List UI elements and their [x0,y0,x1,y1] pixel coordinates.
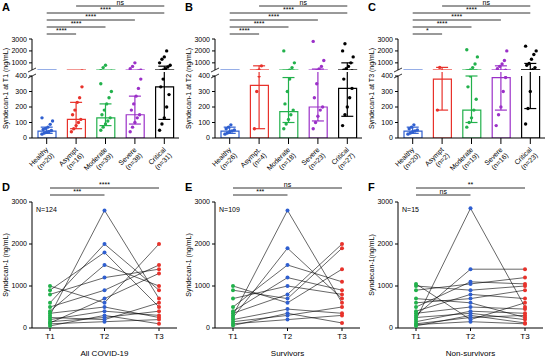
svg-text:100: 100 [381,119,393,126]
svg-text:***: *** [73,188,81,195]
svg-text:***: *** [256,188,264,195]
svg-text:C: C [368,1,376,13]
svg-text:T3: T3 [520,332,530,341]
svg-text:****: **** [85,13,96,20]
svg-text:B: B [185,1,193,13]
svg-text:3000: 3000 [377,198,393,205]
svg-text:Syndecan-1 (ng/mL): Syndecan-1 (ng/mL) [185,233,193,296]
svg-text:1000: 1000 [377,59,393,66]
svg-text:1000: 1000 [194,59,210,66]
svg-text:ns: ns [116,0,124,6]
svg-text:N=15: N=15 [402,206,419,213]
svg-text:0: 0 [206,324,210,331]
svg-text:2000: 2000 [194,47,210,54]
svg-text:****: **** [99,181,110,188]
svg-text:****: **** [466,6,477,13]
svg-text:Moderate(n=18): Moderate(n=18) [265,146,297,178]
svg-text:2000: 2000 [377,240,393,247]
svg-text:2000: 2000 [377,47,393,54]
svg-text:Asympt.(n=4): Asympt.(n=4) [239,146,268,175]
svg-text:T2: T2 [466,332,476,341]
svg-text:400: 400 [381,72,393,79]
svg-text:300: 300 [198,88,210,95]
svg-text:T1: T1 [411,332,421,341]
svg-text:1000: 1000 [194,282,210,289]
svg-text:Healthy(n=26): Healthy(n=26) [211,146,239,174]
svg-text:Syndecan-1(ng/mL): Syndecan-1(ng/mL) [368,234,376,295]
svg-text:****: **** [283,6,294,13]
svg-text:1000: 1000 [377,282,393,289]
svg-text:Asympt(n=2): Asympt(n=2) [423,146,451,174]
svg-text:1000: 1000 [11,59,27,66]
svg-text:****: **** [71,20,82,27]
svg-text:1000: 1000 [11,282,27,289]
svg-text:****: **** [268,13,279,20]
svg-text:Healthy(n=20): Healthy(n=20) [394,146,422,174]
svg-text:Syndecan-1 at T2 (ng/mL): Syndecan-1 at T2 (ng/mL) [185,48,193,129]
svg-text:T3: T3 [337,332,347,341]
svg-text:0: 0 [389,324,393,331]
svg-text:3000: 3000 [11,36,27,42]
svg-text:ns: ns [482,0,490,6]
svg-text:****: **** [100,6,111,13]
svg-text:Moderate(n=19): Moderate(n=19) [448,146,480,178]
svg-text:F: F [368,181,375,193]
svg-text:0: 0 [23,324,27,331]
svg-text:T2: T2 [283,332,293,341]
svg-text:100: 100 [198,119,210,126]
svg-text:2000: 2000 [11,240,27,247]
svg-text:**: ** [468,181,474,188]
svg-text:****: **** [239,27,250,34]
svg-text:0: 0 [389,134,393,141]
svg-text:****: **** [451,13,462,20]
svg-text:D: D [8,181,10,193]
svg-text:2000: 2000 [194,240,210,247]
svg-text:Critical(n=23): Critical(n=23) [513,146,540,173]
svg-text:3000: 3000 [11,198,27,205]
svg-text:All COVID-19: All COVID-19 [80,349,129,358]
svg-text:3000: 3000 [194,36,210,42]
svg-text:Severe(n=38): Severe(n=38) [117,146,144,173]
svg-text:Syndecan-1 (ng/mL): Syndecan-1 (ng/mL) [8,233,10,296]
svg-text:Severe(n=16): Severe(n=16) [483,146,510,173]
svg-text:ns: ns [299,0,307,6]
svg-text:Critical(n=31): Critical(n=31) [147,146,174,173]
svg-text:Syndecan-1 at T1 (ng/mL): Syndecan-1 at T1 (ng/mL) [8,48,10,129]
svg-text:300: 300 [15,88,27,95]
svg-text:****: **** [56,27,67,34]
svg-text:Survivors: Survivors [271,349,304,358]
svg-text:T1: T1 [45,332,55,341]
svg-text:Healthy(n=20): Healthy(n=20) [28,146,56,174]
svg-text:0: 0 [23,134,27,141]
svg-text:A: A [8,1,10,13]
svg-text:400: 400 [15,72,27,79]
svg-text:400: 400 [198,72,210,79]
svg-text:T2: T2 [100,332,110,341]
svg-text:Syndecan-1 at T3 (ng/mL): Syndecan-1 at T3 (ng/mL) [368,48,376,129]
svg-text:0: 0 [206,134,210,141]
svg-text:T1: T1 [228,332,238,341]
svg-text:100: 100 [15,119,27,126]
svg-text:Severe(n=23): Severe(n=23) [300,146,327,173]
svg-text:ns: ns [284,181,292,188]
svg-text:Asympt(n=16): Asympt(n=16) [57,146,85,174]
svg-text:2000: 2000 [11,47,27,54]
svg-text:****: **** [254,20,265,27]
svg-text:ns: ns [440,188,448,195]
svg-text:Moderate(n=39): Moderate(n=39) [82,146,114,178]
svg-text:Critical(n=27): Critical(n=27) [330,146,357,173]
svg-text:3000: 3000 [377,36,393,42]
svg-text:200: 200 [15,103,27,110]
svg-text:N=109: N=109 [219,206,240,213]
svg-text:T3: T3 [154,332,164,341]
svg-text:Non-survivors: Non-survivors [446,349,495,358]
svg-text:300: 300 [381,88,393,95]
svg-text:****: **** [437,20,448,27]
svg-text:E: E [185,181,192,193]
svg-text:N=124: N=124 [36,206,57,213]
svg-text:200: 200 [198,103,210,110]
svg-text:3000: 3000 [194,198,210,205]
svg-text:200: 200 [381,103,393,110]
svg-text:*: * [426,27,429,34]
